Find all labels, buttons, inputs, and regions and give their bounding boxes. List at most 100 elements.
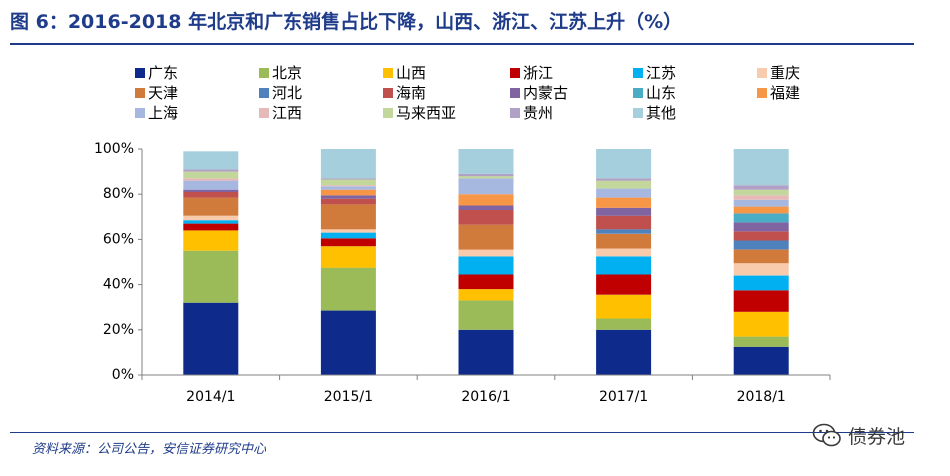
legend-swatch	[633, 108, 643, 118]
bar-segment	[458, 249, 514, 257]
bar-segment	[596, 248, 652, 257]
bar-segment	[183, 230, 239, 251]
legend-swatch	[757, 88, 767, 98]
bar-segment	[733, 240, 789, 250]
bar-segment	[183, 302, 239, 375]
legend-swatch	[259, 88, 269, 98]
bar-segment	[320, 246, 376, 268]
legend-label: 海南	[396, 84, 426, 102]
bar-segment	[320, 267, 376, 311]
bar-segment	[320, 238, 376, 247]
bar-segment	[733, 206, 789, 214]
bar-segment	[458, 210, 514, 225]
bar-segment	[458, 289, 514, 301]
bar-segment	[183, 223, 239, 231]
bar-segment	[320, 232, 376, 239]
bar-segment	[183, 191, 239, 198]
bar-segment	[733, 311, 789, 337]
legend-swatch	[259, 68, 269, 78]
legend-swatch	[383, 108, 393, 118]
y-tick-label: 0%	[112, 367, 134, 383]
legend-label: 山西	[396, 64, 426, 82]
legend-swatch	[383, 68, 393, 78]
bar-segment	[458, 274, 514, 290]
legend-swatch	[510, 108, 520, 118]
x-tick-label: 2018/1	[737, 389, 786, 405]
legend-swatch	[383, 88, 393, 98]
legend-label: 天津	[148, 84, 178, 102]
legend-label: 内蒙古	[523, 84, 568, 102]
bar-segment	[733, 222, 789, 232]
bar-segment	[596, 207, 652, 216]
watermark-text: 债券池	[848, 425, 906, 448]
bar-segment	[320, 186, 376, 190]
bar-segment	[183, 178, 239, 181]
bar-segment	[733, 249, 789, 264]
bar-segment	[596, 215, 652, 230]
bar-segment	[320, 178, 376, 180]
x-axis: 2014/1 2015/1 2016/1 2017/1 2018/1	[141, 374, 831, 405]
legend-swatch	[135, 108, 145, 118]
bar-segment	[596, 178, 652, 181]
legend-swatch	[510, 68, 520, 78]
bar-segment	[733, 231, 789, 241]
bar-segment	[183, 180, 239, 190]
bar-segment	[320, 149, 376, 179]
bar-segment	[320, 310, 376, 375]
x-tick-label: 2015/1	[324, 389, 373, 405]
bar-segment	[320, 229, 376, 233]
bar-stack	[596, 149, 652, 375]
bar-segment	[733, 189, 789, 196]
bar-segment	[183, 189, 239, 192]
legend-swatch	[259, 108, 269, 118]
bar-segment	[320, 189, 376, 196]
bar-segment	[596, 294, 652, 319]
bar-segment	[458, 194, 514, 206]
bar-segment	[733, 263, 789, 276]
bar-segment	[596, 233, 652, 249]
bar-segment	[458, 176, 514, 179]
bar-segment	[458, 173, 514, 177]
source-note: 资料来源：公司公告，安信证券研究中心	[32, 442, 267, 457]
figure-title: 图 6：2016-2018 年北京和广东销售占比下降，山西、浙江、江苏上升（%）	[10, 11, 683, 33]
bar-segment	[733, 185, 789, 190]
wechat-icon	[812, 423, 841, 447]
y-axis: 0% 20% 40% 60% 80% 100%	[94, 141, 143, 383]
bar-segment	[183, 169, 239, 172]
bar-segment	[458, 149, 514, 174]
bar-segment	[320, 185, 376, 187]
bar-series	[183, 149, 789, 376]
bar-segment	[596, 149, 652, 179]
y-tick-label: 80%	[103, 186, 134, 202]
bar-segment	[733, 195, 789, 200]
bar-segment	[183, 250, 239, 303]
legend-label: 北京	[272, 64, 302, 82]
bar-segment	[596, 197, 652, 208]
bar-segment	[733, 213, 789, 223]
bar-segment	[183, 197, 239, 216]
legend-label: 河北	[272, 84, 302, 102]
bar-segment	[320, 195, 376, 199]
bar-stack	[458, 149, 514, 375]
legend-label: 上海	[148, 104, 178, 122]
bar-segment	[733, 149, 789, 186]
source-divider	[10, 432, 914, 433]
legend-label: 山东	[646, 84, 676, 102]
bar-segment	[596, 329, 652, 375]
bar-segment	[458, 329, 514, 375]
legend-label: 马来西亚	[396, 104, 456, 122]
bar-segment	[183, 220, 239, 224]
x-tick-label: 2016/1	[461, 389, 510, 405]
y-tick-label: 100%	[94, 141, 134, 157]
legend-label: 重庆	[770, 64, 800, 82]
bar-segment	[183, 151, 239, 170]
bar-segment	[596, 274, 652, 295]
bar-stack	[320, 149, 376, 375]
bar-stack	[733, 149, 789, 376]
bar-segment	[183, 215, 239, 221]
bar-segment	[458, 256, 514, 275]
y-tick-label: 40%	[103, 277, 134, 293]
legend-swatch	[510, 88, 520, 98]
